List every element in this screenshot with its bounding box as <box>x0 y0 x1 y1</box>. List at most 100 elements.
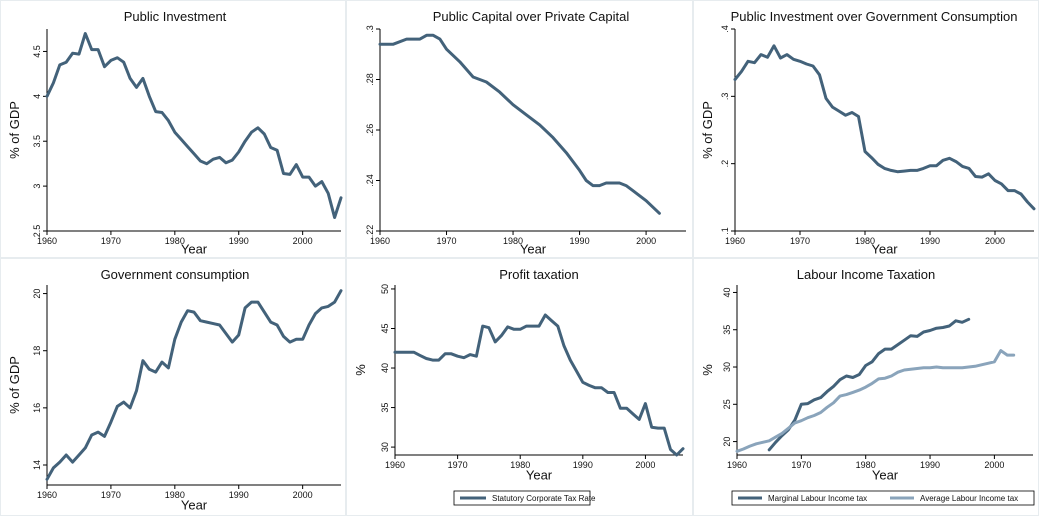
y-tick-label: 16 <box>32 403 42 413</box>
y-axis-label: % of GDP <box>7 101 22 159</box>
y-tick-label: .3 <box>720 93 730 101</box>
y-tick-label: 30 <box>380 442 390 452</box>
chart-title: Public Capital over Private Capital <box>433 9 630 24</box>
x-tick-label: 1990 <box>573 460 593 470</box>
x-tick-label: 2000 <box>635 460 655 470</box>
x-tick-label: 1990 <box>229 490 249 500</box>
x-tick-label: 1970 <box>790 236 810 246</box>
x-tick-label: 2000 <box>984 460 1004 470</box>
y-tick-label: 50 <box>380 284 390 294</box>
chart-title: Profit taxation <box>499 267 579 282</box>
chart-svg: Profit taxation 1960 1970 1980 1990 2000 Year 3… <box>353 267 685 506</box>
x-tick-label: 1990 <box>229 236 249 246</box>
x-tick-label: 2000 <box>293 236 313 246</box>
x-tick-label: 1980 <box>510 460 530 470</box>
x-tick-label: 1980 <box>165 490 185 500</box>
series-line-primary <box>45 289 343 481</box>
y-axis-label: % <box>353 364 368 376</box>
x-tick-label: 1990 <box>920 460 940 470</box>
chart-svg: Public Investment 1960 1970 1980 1990 2000 Yea… <box>7 9 343 256</box>
series-line-primary <box>767 317 971 452</box>
chart-svg: Public Capital over Private Capital 1960 1… <box>365 9 686 256</box>
x-tick-label: 2000 <box>985 236 1005 246</box>
y-axis-label: % of GDP <box>7 356 22 414</box>
x-axis-label: Year <box>520 241 547 256</box>
y-tick-label: 4.5 <box>32 45 42 58</box>
y-tick-label: .3 <box>365 25 375 33</box>
chart-svg: Public Investment over Government Consum… <box>700 9 1036 256</box>
x-tick-label: 1980 <box>855 236 875 246</box>
x-tick-label: 2000 <box>636 236 656 246</box>
x-tick-label: 1980 <box>503 236 523 246</box>
x-axis-label: Year <box>871 241 898 256</box>
y-tick-label: 40 <box>722 287 732 297</box>
series-line-primary <box>393 313 685 457</box>
chart-panel-labour-income-taxation: Labour Income Taxation 1960 1970 1980 1990 20… <box>693 258 1039 516</box>
series-line-primary <box>733 44 1036 211</box>
chart-panel-public-capital-ratio: Public Capital over Private Capital 1960 1… <box>346 0 693 258</box>
y-tick-label: 30 <box>722 362 732 372</box>
legend-label: Statutory Corporate Tax Rate <box>492 494 596 503</box>
y-tick-label: 14 <box>32 460 42 470</box>
y-tick-label: .1 <box>720 227 730 235</box>
y-tick-label: .4 <box>720 25 730 33</box>
x-tick-label: 2000 <box>293 490 313 500</box>
x-tick-label: 1960 <box>727 460 747 470</box>
y-tick-label: 45 <box>380 323 390 333</box>
y-tick-label: .26 <box>365 124 375 137</box>
y-tick-label: 25 <box>722 399 732 409</box>
chart-title: Labour Income Taxation <box>797 267 936 282</box>
x-tick-label: 1960 <box>385 460 405 470</box>
chart-svg: Labour Income Taxation 1960 1970 1980 1990 20… <box>700 267 1035 506</box>
x-tick-label: 1970 <box>437 236 457 246</box>
chart-svg: Government consumption 1960 1970 1980 1990 20… <box>7 267 343 512</box>
y-tick-label: 35 <box>722 325 732 335</box>
chart-panel-profit-taxation: Profit taxation 1960 1970 1980 1990 2000 Year 3… <box>346 258 693 516</box>
y-tick-label: 3.5 <box>32 135 42 148</box>
legend-box <box>731 490 1035 506</box>
y-tick-label: .22 <box>365 225 375 238</box>
x-tick-label: 1990 <box>920 236 940 246</box>
legend-label: Marginal Labour Income tax <box>768 494 867 503</box>
y-tick-label: 2.5 <box>32 225 42 238</box>
chart-panel-government-consumption: Government consumption 1960 1970 1980 1990 20… <box>0 258 346 516</box>
x-tick-label: 1990 <box>570 236 590 246</box>
x-axis-label: Year <box>526 467 553 482</box>
x-tick-label: 1970 <box>448 460 468 470</box>
x-axis-label: Year <box>181 241 208 256</box>
y-tick-label: 20 <box>32 289 42 299</box>
x-axis-label: Year <box>181 497 208 512</box>
x-tick-label: 1960 <box>725 236 745 246</box>
chart-title: Public Investment over Government Consum… <box>731 9 1018 24</box>
x-tick-label: 1970 <box>791 460 811 470</box>
series-line-primary <box>45 32 343 219</box>
x-tick-label: 1970 <box>101 236 121 246</box>
x-tick-label: 1980 <box>856 460 876 470</box>
x-tick-label: 1960 <box>370 236 390 246</box>
chart-title: Public Investment <box>124 9 227 24</box>
x-tick-label: 1960 <box>37 490 57 500</box>
y-tick-label: .28 <box>365 73 375 86</box>
legend-label: Average Labour Income tax <box>920 494 1018 503</box>
y-axis-label: % <box>700 364 715 376</box>
y-tick-label: .24 <box>365 174 375 187</box>
y-tick-label: .2 <box>720 160 730 168</box>
y-tick-label: 40 <box>380 363 390 373</box>
x-axis-label: Year <box>872 467 899 482</box>
y-axis-label: % of GDP <box>700 101 715 159</box>
y-tick-label: 3 <box>32 184 42 189</box>
chart-panel-public-investment: Public Investment 1960 1970 1980 1990 2000 Yea… <box>0 0 346 258</box>
legend-box <box>453 490 591 506</box>
x-tick-label: 1970 <box>101 490 121 500</box>
y-tick-label: 20 <box>722 437 732 447</box>
chart-title: Government consumption <box>101 267 250 282</box>
chart-panel-investment-over-consumption: Public Investment over Government Consum… <box>693 0 1039 258</box>
y-tick-label: 35 <box>380 403 390 413</box>
y-tick-label: 18 <box>32 346 42 356</box>
series-line-secondary <box>735 349 1016 453</box>
x-tick-label: 1980 <box>165 236 185 246</box>
y-tick-label: 4 <box>32 94 42 99</box>
series-line-primary <box>378 33 661 215</box>
x-tick-label: 1960 <box>37 236 57 246</box>
